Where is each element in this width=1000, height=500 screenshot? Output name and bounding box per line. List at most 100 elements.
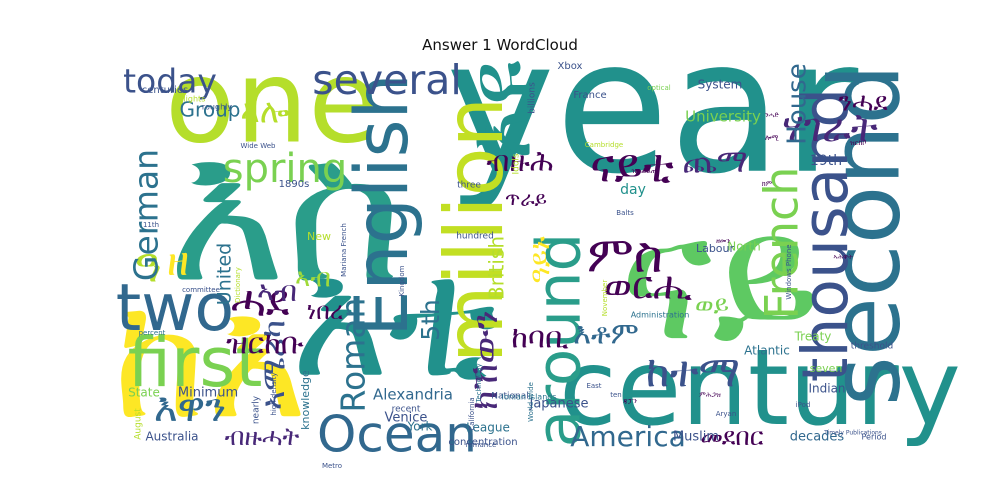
word-3: ከእ bbox=[113, 259, 308, 457]
word-116: ten bbox=[610, 391, 622, 399]
word-108: 11th bbox=[143, 221, 159, 229]
word-48: 5th bbox=[416, 299, 445, 341]
word-90: National bbox=[491, 392, 529, 402]
word-126: ኣሕዋት bbox=[833, 253, 853, 261]
word-88: billions bbox=[528, 82, 538, 114]
word-80: concentration bbox=[448, 437, 517, 448]
word-36: ከባቢ bbox=[511, 321, 569, 356]
word-9: million bbox=[428, 97, 521, 363]
word-47: ወይ bbox=[695, 290, 729, 319]
word-77: centuries bbox=[142, 85, 189, 96]
word-117: Timely Publications bbox=[823, 430, 882, 437]
word-118: ሎሚ bbox=[765, 134, 779, 142]
word-17: French bbox=[755, 167, 809, 320]
word-121: ክም bbox=[762, 180, 773, 188]
word-74: knowledge bbox=[299, 370, 312, 430]
word-41: ዓይኑ bbox=[523, 236, 556, 284]
word-98: Kingdom bbox=[398, 265, 406, 296]
word-111: optical bbox=[647, 84, 671, 92]
word-38: America bbox=[570, 420, 686, 453]
word-78: Xbox bbox=[558, 61, 583, 72]
word-21: ከተማ bbox=[646, 348, 740, 398]
word-67: Atlantic bbox=[744, 344, 790, 358]
word-113: romance bbox=[466, 441, 497, 449]
word-25: ሃገራት bbox=[782, 105, 878, 151]
word-18: ናይቲ bbox=[590, 139, 674, 193]
word-103: high density bbox=[270, 372, 278, 415]
word-100: percent bbox=[139, 329, 166, 337]
word-33: Roman bbox=[334, 298, 373, 413]
word-122: ዝተፈልጠ bbox=[631, 167, 656, 175]
word-86: Period bbox=[862, 433, 887, 442]
word-55: University bbox=[685, 108, 761, 126]
word-43: ንሓደ bbox=[838, 88, 887, 118]
word-102: California bbox=[468, 397, 476, 430]
word-11: first bbox=[128, 323, 263, 403]
word-45: ብዙሓት bbox=[225, 422, 300, 451]
word-105: Aryan bbox=[716, 410, 737, 418]
word-125: ምሕጋዝ bbox=[699, 391, 721, 399]
word-71: North bbox=[727, 240, 761, 254]
word-104: Metro bbox=[322, 462, 342, 470]
word-75: New bbox=[307, 230, 331, 243]
word-15: Ocean bbox=[317, 406, 477, 464]
word-59: decades bbox=[790, 430, 845, 445]
word-30: today bbox=[123, 62, 217, 101]
word-123: ዘመን bbox=[716, 237, 730, 245]
word-120: ዝርከቦ bbox=[850, 139, 867, 147]
word-97: flights bbox=[181, 95, 206, 104]
word-66: League bbox=[466, 421, 510, 435]
word-5: one bbox=[165, 36, 379, 170]
word-93: World Wide bbox=[527, 382, 535, 422]
word-50: Group bbox=[180, 98, 241, 122]
word-83: nearly bbox=[252, 395, 262, 424]
word-22: several bbox=[312, 56, 461, 104]
word-32: ኣሎ bbox=[240, 92, 289, 131]
word-27: ወርሒ bbox=[604, 264, 693, 308]
word-0: እስ bbox=[167, 95, 403, 328]
word-124: ጃፓን bbox=[623, 397, 637, 405]
chart-title: Answer 1 WordCloud bbox=[422, 36, 578, 54]
word-13: thousand bbox=[789, 88, 862, 382]
word-68: Indian bbox=[808, 382, 845, 396]
word-60: Japanese bbox=[528, 397, 588, 412]
word-31: German bbox=[127, 149, 166, 281]
word-110: Cambridge bbox=[585, 141, 623, 149]
word-114: November bbox=[601, 280, 609, 317]
word-39: ብዙሕ bbox=[486, 144, 553, 178]
word-34: ጨማ bbox=[682, 142, 747, 180]
word-24: spring bbox=[223, 146, 348, 192]
word-6: century bbox=[559, 327, 961, 449]
word-85: August bbox=[134, 408, 144, 440]
word-62: York bbox=[407, 420, 433, 434]
word-1: year bbox=[446, 0, 860, 215]
word-14: around bbox=[524, 233, 595, 447]
word-44: ኣብ bbox=[295, 264, 331, 294]
word-40: ኣብ bbox=[257, 274, 297, 308]
word-7: second bbox=[809, 64, 921, 406]
word-19: ዓ bbox=[134, 239, 161, 293]
word-96: roughly bbox=[202, 103, 232, 112]
word-119: ንሓድ bbox=[765, 111, 779, 119]
word-63: Minimum bbox=[178, 386, 238, 401]
word-10: English bbox=[340, 73, 425, 337]
word-16: ምስ bbox=[587, 226, 663, 284]
word-92: Ionian Islands bbox=[501, 393, 556, 402]
word-53: United bbox=[214, 243, 236, 305]
word-2: ናይ bbox=[619, 175, 821, 380]
word-91: Administration bbox=[631, 311, 690, 320]
word-35: ዝርከቡ bbox=[226, 327, 304, 362]
word-81: three bbox=[457, 181, 481, 191]
word-4: እቲ bbox=[291, 223, 499, 414]
word-56: day bbox=[620, 182, 646, 198]
word-89: threshold bbox=[851, 342, 893, 352]
word-84: recent bbox=[392, 405, 421, 415]
word-64: Australia bbox=[145, 430, 198, 444]
word-28: ክኸውን bbox=[465, 310, 506, 410]
word-94: Wide Web bbox=[241, 142, 277, 150]
word-49: ነበረ bbox=[307, 297, 344, 325]
word-23: ዘ bbox=[167, 237, 189, 285]
word-95: Windows Phone bbox=[785, 244, 793, 299]
word-99: committee bbox=[182, 286, 220, 294]
